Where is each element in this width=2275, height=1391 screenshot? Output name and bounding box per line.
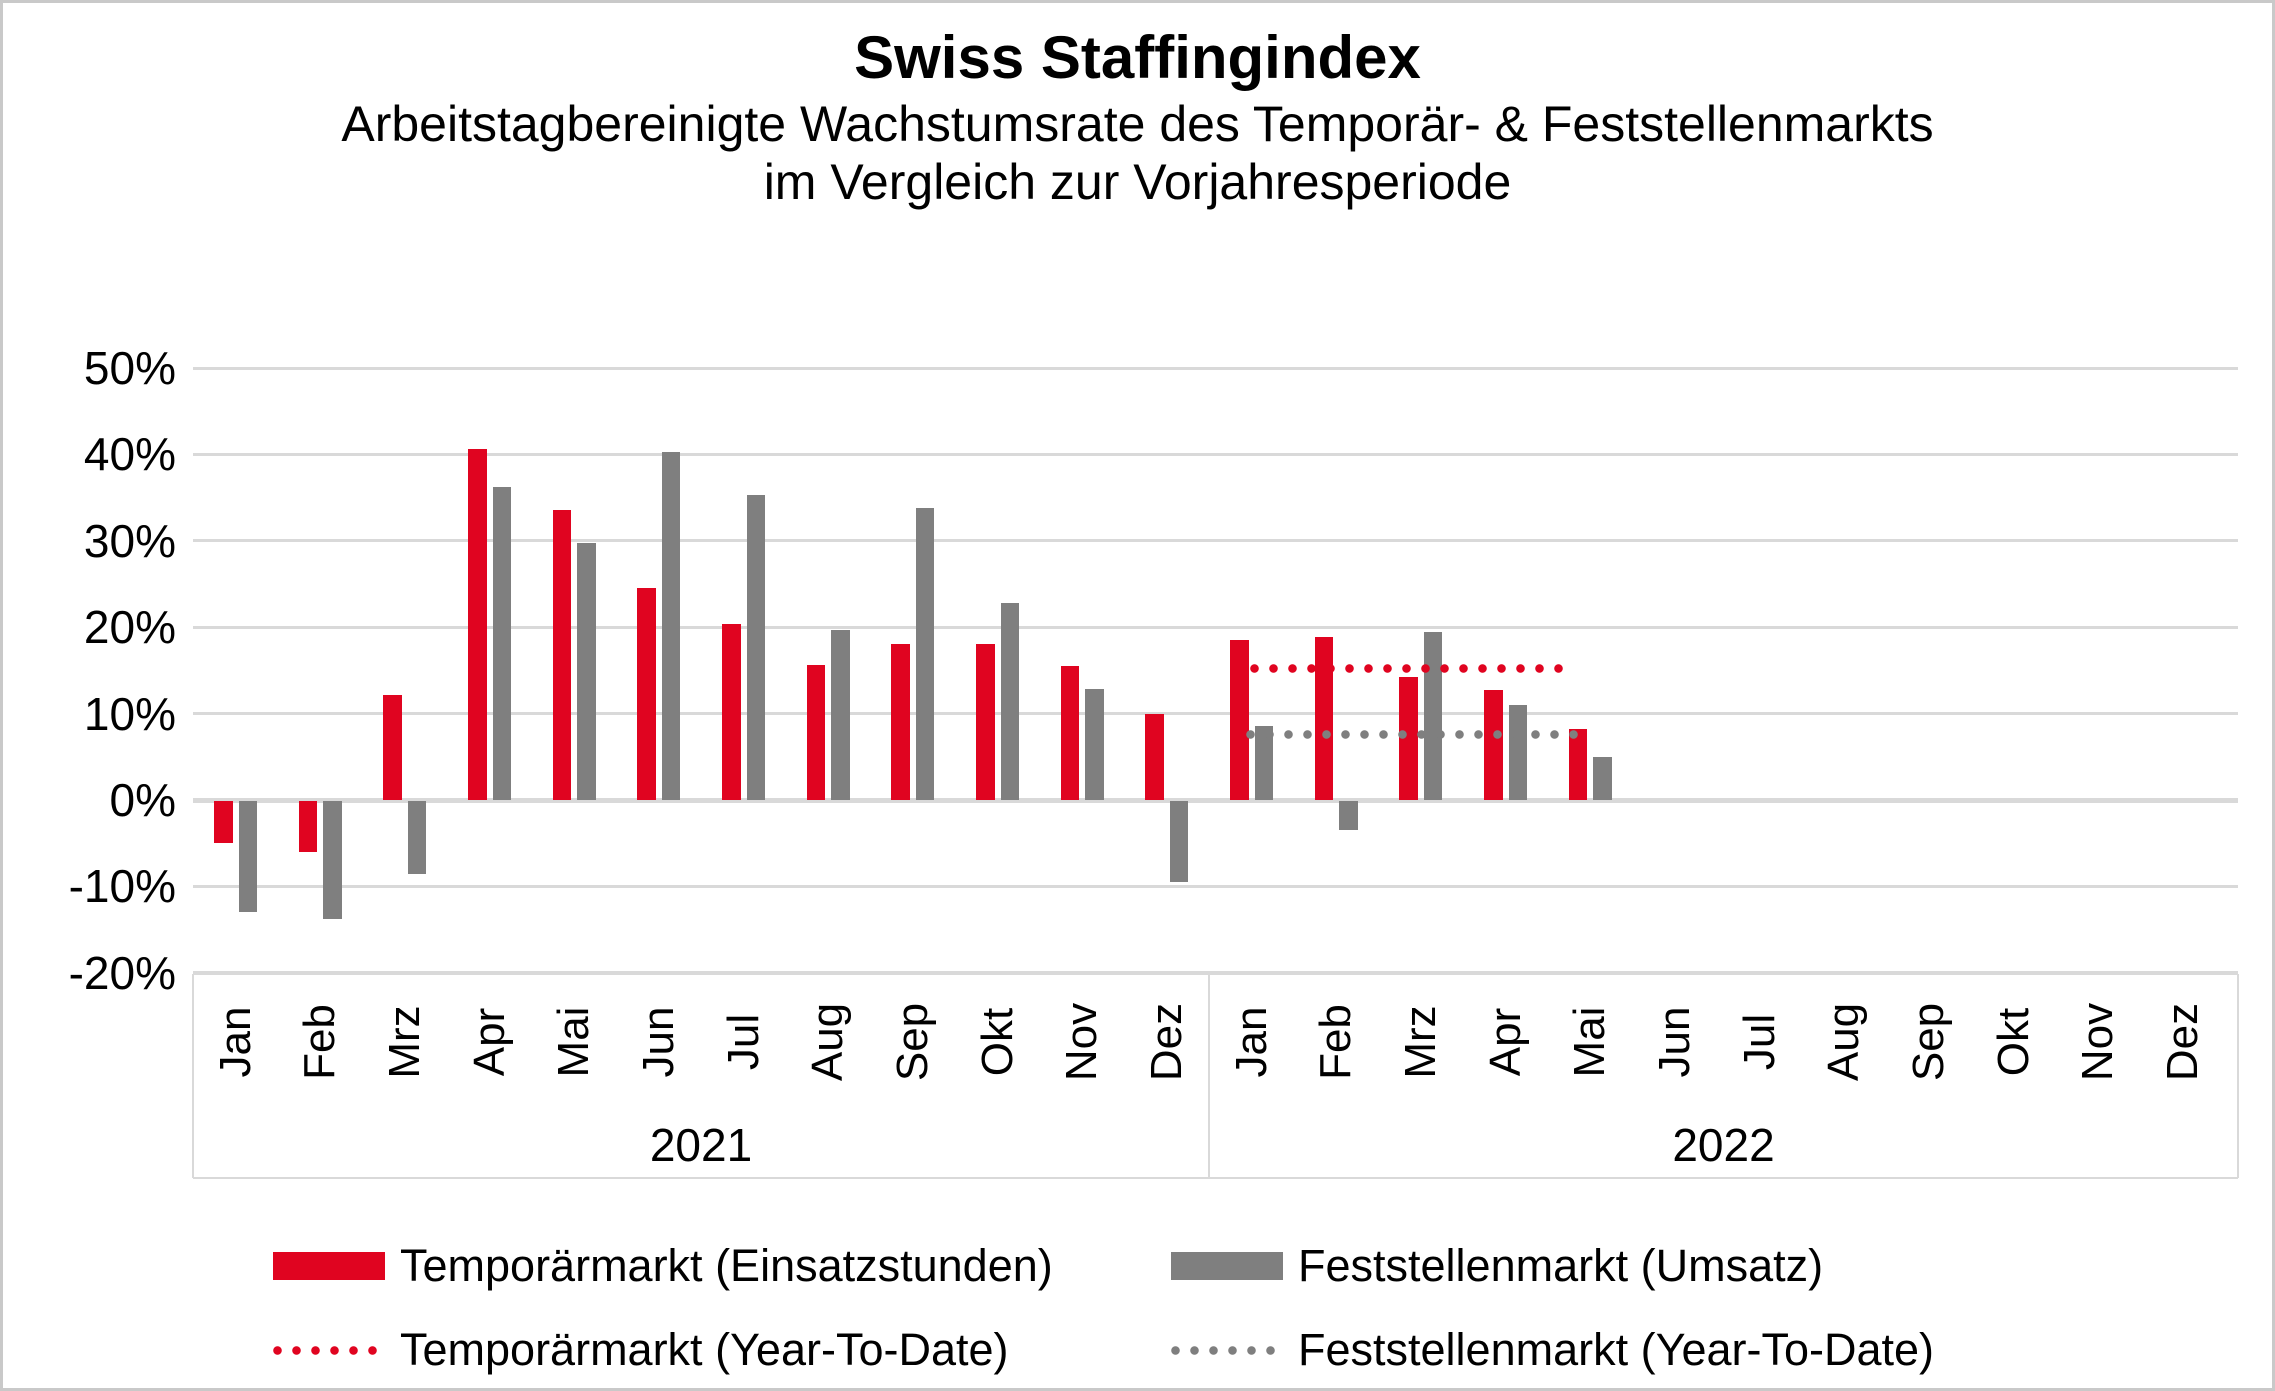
bar-temporaermarkt-2021-jun [637,588,656,800]
bar-feststellenmarkt-2021-mrz [407,801,427,875]
y-tick-label-30: 30% [83,514,176,567]
month-label-2022-nov: Nov [2073,1002,2123,1082]
bar-temporaermarkt-2021-mai [552,509,572,800]
month-label-2021-mrz: Mrz [379,1005,429,1079]
ytd-line-feststellenmarkt [1245,729,1579,739]
month-label-2021-okt: Okt [972,1007,1022,1077]
month-label-2021-jun: Jun [633,1006,683,1078]
bar-feststellenmarkt-2021-dez [1169,801,1189,883]
month-label-2022-mrz: Mrz [1395,1005,1445,1079]
month-label-2022-jul: Jul [1734,1013,1784,1071]
year-label-2022: 2022 [1672,1119,1775,1171]
bar-temporaermarkt-2022-feb [1314,636,1334,800]
month-label-2022-feb: Feb [1311,1004,1361,1080]
month-label-2021-mai: Mai [549,1006,599,1078]
bar-temporaermarkt-2022-mai [1568,729,1588,800]
legend-item-temporaermarkt-bar: Temporärmarkt (Einsatzstunden) [273,1238,1053,1294]
axis-box-top [193,973,2238,975]
bar-feststellenmarkt-2021-mai [577,543,596,800]
y-gridline--20 [193,971,2238,975]
month-label-2021-feb: Feb [295,1004,345,1080]
bar-temporaermarkt-2021-mrz [383,694,402,800]
y-gridline--10 [193,884,2238,888]
month-label-2021-dez: Dez [1141,1002,1191,1082]
month-label-2021-aug: Aug [803,1002,853,1082]
y-tick-label-10: 10% [83,687,176,740]
month-label-2021-apr: Apr [464,1007,514,1077]
month-label-2021-sep: Sep [887,1002,937,1082]
axis-box-bottom [193,1177,2238,1179]
bar-feststellenmarkt-2022-mrz [1423,632,1443,800]
legend-label-feststellenmarkt-bar: Feststellenmarkt (Umsatz) [1298,1240,1824,1291]
legend-swatch-temporaermarkt-bar [273,1252,385,1280]
y-tick-label-20: 20% [83,601,176,654]
y-gridline-30 [193,539,2238,543]
y-tick-label-40: 40% [83,428,176,481]
bar-feststellenmarkt-2022-mai [1593,756,1612,800]
bar-feststellenmarkt-2021-okt [1000,603,1020,800]
ytd-line-temporaermarkt [1230,664,1573,674]
bar-temporaermarkt-2021-apr [468,449,487,800]
month-label-2022-okt: Okt [1988,1007,2038,1077]
legend-swatch-feststellenmarkt-bar [1171,1252,1283,1280]
month-label-2022-mai: Mai [1565,1006,1615,1078]
chart-subtitle-line2: im Vergleich zur Vorjahresperiode [763,154,1512,210]
bar-feststellenmarkt-2021-aug [831,629,850,800]
axis-box-left [192,974,194,1178]
bar-feststellenmarkt-2021-jun [661,451,681,800]
bar-temporaermarkt-2022-jan [1230,640,1249,800]
axis-box-right [2237,974,2239,1178]
y-tick-label--20: -20% [68,946,176,999]
chart-title: Swiss Staffingindex [854,24,1421,91]
legend-label-feststellenmarkt-ytd: Feststellenmarkt (Year-To-Date) [1298,1324,1935,1375]
y-tick-label-0: 0% [109,774,176,826]
bar-temporaermarkt-2021-okt [976,643,995,800]
bar-temporaermarkt-2021-nov [1060,666,1080,800]
bar-temporaermarkt-2021-jan [214,801,233,844]
month-label-2021-jul: Jul [718,1013,768,1071]
month-label-2022-aug: Aug [1819,1002,1869,1082]
y-gridline-20 [193,625,2238,629]
year-label-2021: 2021 [649,1119,753,1171]
bar-temporaermarkt-2021-dez [1145,713,1164,800]
month-label-2022-sep: Sep [1903,1002,1953,1082]
y-tick-label--10: -10% [68,860,176,913]
legend-label-temporaermarkt-ytd: Temporärmarkt (Year-To-Date) [400,1324,1009,1375]
bar-feststellenmarkt-2021-feb [323,801,342,919]
bar-feststellenmarkt-2021-nov [1085,688,1104,800]
bar-feststellenmarkt-2021-sep [915,507,935,800]
month-label-2022-jun: Jun [1649,1006,1699,1078]
bar-feststellenmarkt-2022-jan [1254,725,1274,800]
bar-temporaermarkt-2021-sep [891,643,910,800]
bar-feststellenmarkt-2022-feb [1339,801,1358,830]
y-tick-label-50: 50% [83,342,176,394]
y-gridline-10 [193,712,2238,716]
month-label-2022-apr: Apr [1480,1007,1530,1077]
y-gridline-40 [193,452,2238,456]
year-separator [1208,974,1210,1178]
bar-feststellenmarkt-2021-jul [746,495,766,800]
y-gridline-0 [193,797,2238,803]
bar-feststellenmarkt-2021-jan [238,801,257,912]
legend-item-feststellenmarkt-ytd: Feststellenmarkt (Year-To-Date) [1171,1322,1934,1378]
month-label-2022-dez: Dez [2157,1002,2207,1082]
bar-temporaermarkt-2021-jul [722,623,741,800]
legend-swatch-temporaermarkt-ytd [273,1345,385,1355]
legend-item-feststellenmarkt-bar: Feststellenmarkt (Umsatz) [1171,1238,1823,1294]
month-label-2022-jan: Jan [1226,1006,1276,1078]
month-label-2021-jan: Jan [210,1006,260,1078]
month-label-2021-nov: Nov [1057,1002,1107,1082]
legend-item-temporaermarkt-ytd: Temporärmarkt (Year-To-Date) [273,1322,1009,1378]
legend-swatch-feststellenmarkt-ytd [1171,1345,1283,1355]
bar-feststellenmarkt-2022-apr [1508,704,1528,800]
bar-temporaermarkt-2021-feb [298,801,318,852]
chart-subtitle-line1: Arbeitstagbereinigte Wachstumsrate des T… [341,96,1934,152]
legend-label-temporaermarkt-bar: Temporärmarkt (Einsatzstunden) [400,1240,1053,1291]
y-gridline-50 [193,366,2238,370]
bar-temporaermarkt-2021-aug [806,665,826,800]
bar-temporaermarkt-2022-apr [1484,690,1503,800]
bar-feststellenmarkt-2021-apr [492,487,511,800]
